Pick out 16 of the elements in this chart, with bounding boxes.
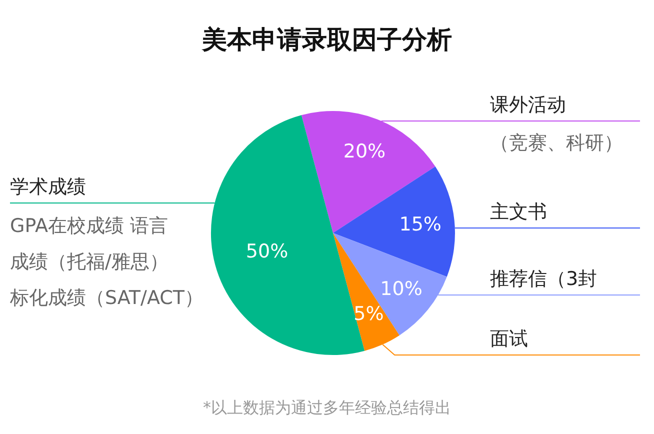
text: GPA在校成绩 语言	[10, 215, 168, 237]
slice-label: 学术成绩	[10, 176, 86, 198]
data-label: 15%	[399, 213, 442, 236]
slice-label: 主文书	[490, 201, 547, 223]
text: 成绩（托福/雅思）	[10, 251, 168, 273]
text: *以上数据为通过多年经验总结得出	[203, 398, 451, 417]
data-label: 50%	[246, 240, 288, 262]
chart-title: 美本申请录取因子分析	[201, 25, 452, 54]
text: （竞赛、科研）	[490, 132, 623, 154]
slice-label: 课外活动	[490, 94, 566, 116]
slice-label: 推荐信（3封	[490, 268, 598, 290]
data-label: 20%	[343, 140, 386, 163]
data-label: 5%	[354, 302, 384, 325]
text: 标化成绩（SAT/ACT）	[9, 287, 204, 309]
data-label: 10%	[380, 278, 422, 300]
slice-label: 面试	[490, 328, 528, 350]
